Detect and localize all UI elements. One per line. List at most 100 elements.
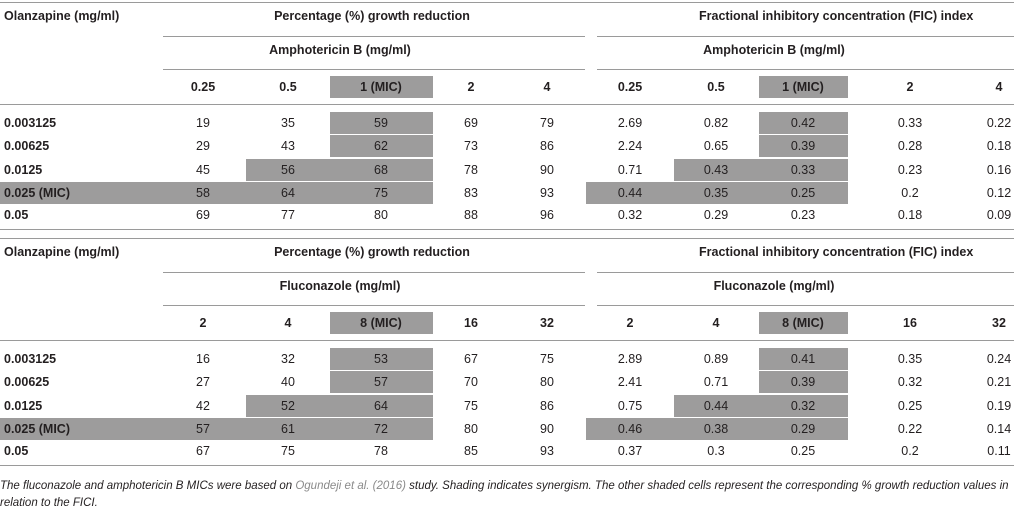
growth-value: 72 [374,422,388,436]
growth-value: 35 [281,116,295,130]
growth-value: 85 [464,444,478,458]
fici-cell-shade [586,418,674,440]
growth-value: 43 [281,139,295,153]
growth-value: 69 [464,116,478,130]
drug-header: Amphotericin B (mg/ml) [269,43,411,57]
drug-header: Amphotericin B (mg/ml) [703,43,845,57]
fici-cell-shade [759,112,848,134]
caption-text: The fluconazole and amphotericin B MICs … [0,480,296,492]
group-rule [163,36,585,37]
growth-value: 93 [540,444,554,458]
growth-value: 80 [374,208,388,222]
fici-value: 2.41 [617,375,643,389]
mic-header-shade [330,76,433,98]
growth-value: 58 [196,186,210,200]
fici-value: 0.09 [986,208,1012,222]
fici-value: 0.3 [707,444,725,458]
table-bottom-rule [0,229,1014,230]
growth-cell-shade [330,418,433,440]
growth-value: 61 [281,422,295,436]
citation-link[interactable]: Ogundeji et al. (2016) [295,480,406,492]
drug-header: Fluconazole (mg/ml) [713,279,835,293]
top-rule [0,238,1014,239]
group-rule [597,272,1014,273]
growth-value: 56 [281,163,295,177]
fici-value: 0.23 [790,208,816,222]
growth-value: 53 [374,352,388,366]
row-label: 0.00625 [4,375,50,389]
growth-cell-shade [330,371,433,393]
fici-cell-shade [586,182,674,204]
growth-value: 19 [196,116,210,130]
fici-value: 0.89 [703,352,729,366]
fici-value: 0.44 [617,186,643,200]
row-label: 0.003125 [4,352,57,366]
concentration-header: 2 [626,316,634,330]
fici-value: 0.32 [790,399,816,413]
fici-value: 0.82 [703,116,729,130]
concentration-header: 4 [543,80,551,94]
fici-value: 0.43 [703,163,729,177]
table-bottom-rule [0,465,1014,466]
fici-cell-shade [759,395,848,417]
growth-value: 64 [374,399,388,413]
subgroup-rule [163,305,585,306]
growth-value: 86 [540,139,554,153]
concentration-header: 0.5 [279,80,297,94]
growth-value: 79 [540,116,554,130]
row-label: 0.05 [4,444,29,458]
concentration-header: 32 [540,316,554,330]
growth-cell-shade [330,395,433,417]
concentration-header: 4 [712,316,720,330]
growth-value: 83 [464,186,478,200]
growth-cell-shade [246,159,330,181]
fici-value: 0.65 [703,139,729,153]
fici-value: 2.69 [617,116,643,130]
fici-value: 0.44 [703,399,729,413]
fici-value: 0.39 [790,375,816,389]
row-label: 0.00625 [4,139,50,153]
fici-value: 0.24 [986,352,1012,366]
fici-value: 0.2 [901,444,919,458]
fici-value: 0.2 [901,186,919,200]
fici-value: 0.11 [987,444,1011,458]
fici-value: 0.35 [897,352,923,366]
subgroup-rule [597,69,1014,70]
growth-value: 68 [374,163,388,177]
group-rule [597,36,1014,37]
growth-value: 16 [196,352,210,366]
row-header: Olanzapine (mg/ml) [4,9,120,23]
header-bottom-rule [0,340,1014,341]
row-label: 0.05 [4,208,29,222]
growth-header: Percentage (%) growth reduction [274,9,470,23]
fici-value: 0.33 [897,116,923,130]
fici-value: 0.41 [790,352,816,366]
growth-value: 80 [540,375,554,389]
fici-value: 0.46 [617,422,643,436]
fici-value: 0.25 [790,186,816,200]
concentration-header: 16 [903,316,917,330]
row-label-shade [0,418,163,440]
fici-header: Fractional inhibitory concentration (FIC… [699,245,974,259]
growth-cell-shade [163,182,246,204]
fici-cell-shade [674,182,759,204]
fici-cell-shade [674,418,759,440]
mic-header-shade [330,312,433,334]
growth-cell-shade [330,182,433,204]
fici-value: 0.35 [703,186,729,200]
mic-header-shade [759,312,848,334]
fici-value: 2.89 [617,352,643,366]
growth-value: 45 [196,163,210,177]
fici-value: 0.12 [986,186,1012,200]
fici-cell-shade [674,395,759,417]
growth-value: 40 [281,375,295,389]
growth-value: 78 [464,163,478,177]
fici-value: 0.39 [790,139,816,153]
table-caption: The fluconazole and amphotericin B MICs … [0,478,1010,512]
growth-value: 75 [281,444,295,458]
row-label: 0.0125 [4,399,43,413]
row-label: 0.003125 [4,116,57,130]
growth-value: 69 [196,208,210,222]
fici-cell-shade [759,182,848,204]
concentration-header: 1 (MIC) [782,80,824,94]
